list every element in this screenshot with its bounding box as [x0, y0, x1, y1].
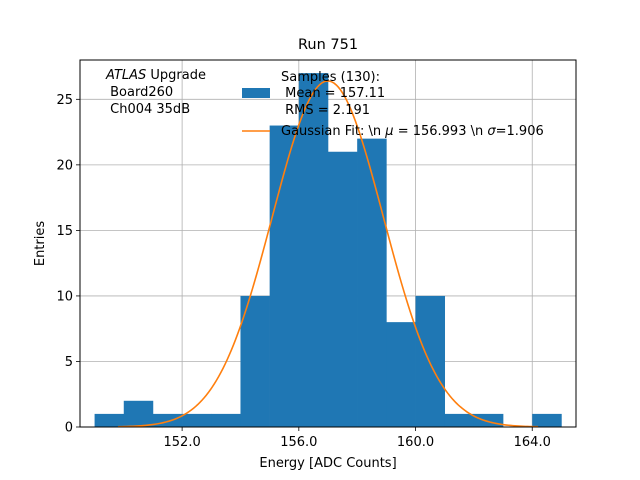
histogram-bar	[532, 413, 562, 427]
histogram-bar	[386, 322, 416, 427]
plot-frame	[79, 59, 577, 428]
histogram-bar	[123, 400, 154, 427]
axis-ticks: 152.0 156.0 160.0 164.0 0 5 10 15 20 25	[56, 93, 550, 450]
annotation-line-board: Board260	[106, 85, 173, 100]
y-tick-label: 0	[65, 421, 73, 436]
histogram-bar	[298, 73, 329, 427]
chart-title: Run 751	[298, 37, 358, 53]
y-tick-label: 25	[56, 93, 73, 108]
legend-fit-sigma-symbol: σ	[487, 124, 496, 139]
y-tick-label: 15	[56, 224, 73, 239]
atlas-annotation: ATLAS Upgrade Board260 Ch004 35dB	[105, 68, 206, 117]
x-tick-label: 160.0	[397, 435, 434, 450]
gaussian-fit-curve	[117, 80, 539, 428]
y-tick-label: 5	[65, 355, 73, 370]
histogram-bar	[357, 138, 387, 427]
legend-fit-mu-symbol: μ	[384, 124, 393, 139]
legend: Samples (130): Mean = 157.11 RMS = 2.191…	[242, 70, 544, 139]
legend-fit-prefix: Gaussian Fit: \n	[281, 124, 385, 139]
histogram-bar	[415, 295, 446, 427]
x-axis-label: Energy [ADC Counts]	[259, 456, 396, 471]
histogram-bar	[444, 413, 475, 427]
histogram-bar	[211, 413, 241, 427]
histogram-bar	[473, 413, 504, 427]
legend-histogram-mean-line: Mean = 157.11	[281, 86, 385, 101]
histogram-bar	[240, 295, 270, 427]
legend-histogram-swatch	[242, 88, 270, 98]
histogram-bar	[94, 413, 125, 427]
legend-histogram-label-line: Samples (130):	[281, 70, 380, 85]
x-tick-label: 156.0	[280, 435, 317, 450]
legend-fit-mu-value: = 156.993 \n	[394, 124, 488, 139]
histogram-bars	[94, 73, 562, 428]
histogram-bar	[269, 125, 300, 428]
annotation-upgrade-word: Upgrade	[146, 68, 206, 83]
y-tick-label: 10	[56, 289, 73, 304]
annotation-line-channel: Ch004 35dB	[106, 102, 190, 117]
legend-fit-label: Gaussian Fit: \n μ = 156.993 \n σ=1.906	[281, 124, 544, 139]
y-tick-label: 20	[56, 158, 73, 173]
histogram-bar	[152, 413, 183, 427]
histogram-bar	[182, 413, 212, 427]
y-axis-label: Entries	[33, 221, 48, 267]
legend-fit-sigma-value: =1.906	[496, 124, 544, 139]
legend-histogram-rms-line: RMS = 2.191	[281, 103, 370, 118]
annotation-line-atlas: ATLAS Upgrade	[105, 68, 206, 83]
annotation-atlas-word: ATLAS	[105, 68, 146, 83]
histogram-bar	[328, 151, 358, 427]
gaussian-fit-layer	[117, 80, 539, 428]
x-tick-label: 152.0	[164, 435, 201, 450]
x-tick-label: 164.0	[514, 435, 551, 450]
